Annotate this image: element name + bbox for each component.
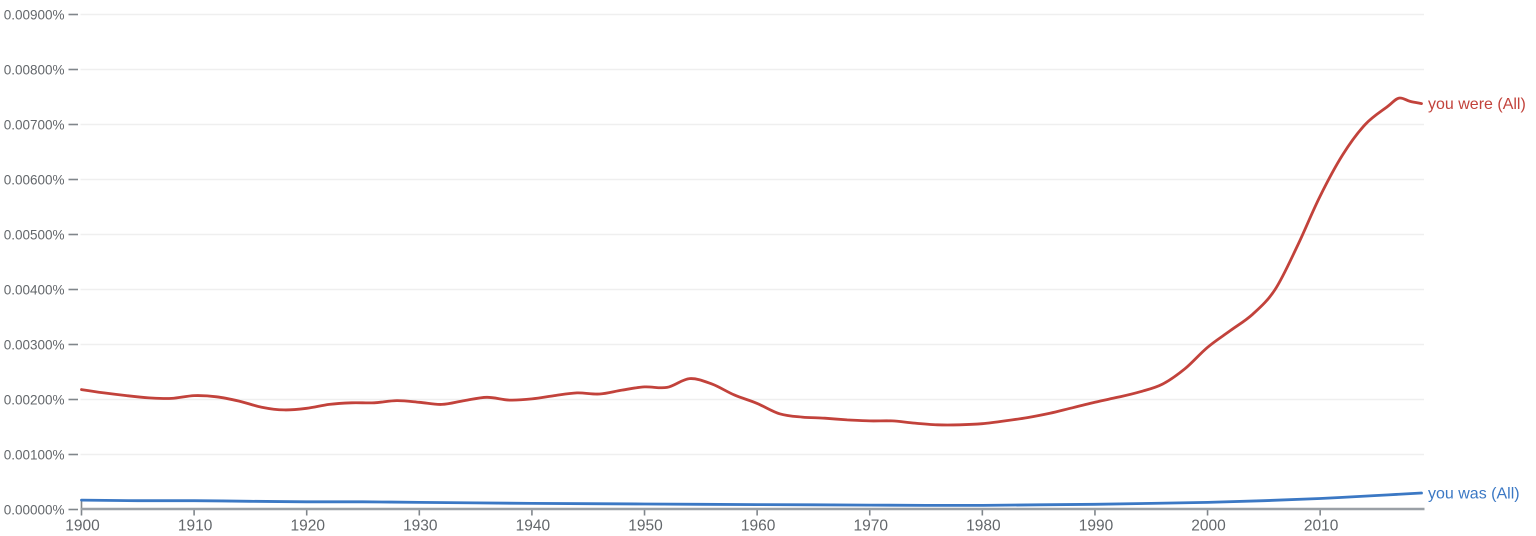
- x-axis-label: 1940: [516, 518, 551, 535]
- x-axis-label: 1990: [1079, 518, 1114, 535]
- series-line-you-was-all[interactable]: [80, 491, 1423, 507]
- x-axis-label: 1980: [966, 518, 1001, 535]
- series-end-label-you-were-all[interactable]: you were (All): [1428, 96, 1526, 113]
- x-axis-label: 1960: [741, 518, 776, 535]
- y-axis-label: 0.00300%: [4, 337, 65, 352]
- y-axis-label: 0.00400%: [4, 282, 65, 297]
- x-axis-label: 2010: [1304, 518, 1339, 535]
- x-axis-label: 1970: [853, 518, 888, 535]
- x-axis-label: 1950: [628, 518, 663, 535]
- x-axis-label: 1910: [178, 518, 213, 535]
- x-axis-label: 1900: [65, 518, 100, 535]
- y-axis-label: 0.00600%: [4, 172, 65, 187]
- y-axis-label: 0.00000%: [4, 502, 65, 517]
- x-axis-label: 2000: [1191, 518, 1226, 535]
- x-axis-label: 1920: [290, 518, 325, 535]
- y-axis-label: 0.00100%: [4, 447, 65, 462]
- y-axis-label: 0.00200%: [4, 392, 65, 407]
- y-axis-label: 0.00800%: [4, 62, 65, 77]
- y-axis-label: 0.00500%: [4, 227, 65, 242]
- series-line-you-were-all[interactable]: [80, 96, 1423, 427]
- series-end-label-you-was-all[interactable]: you was (All): [1428, 486, 1520, 503]
- y-axis-label: 0.00900%: [4, 7, 65, 22]
- x-axis-label: 1930: [403, 518, 438, 535]
- y-axis-label: 0.00700%: [4, 117, 65, 132]
